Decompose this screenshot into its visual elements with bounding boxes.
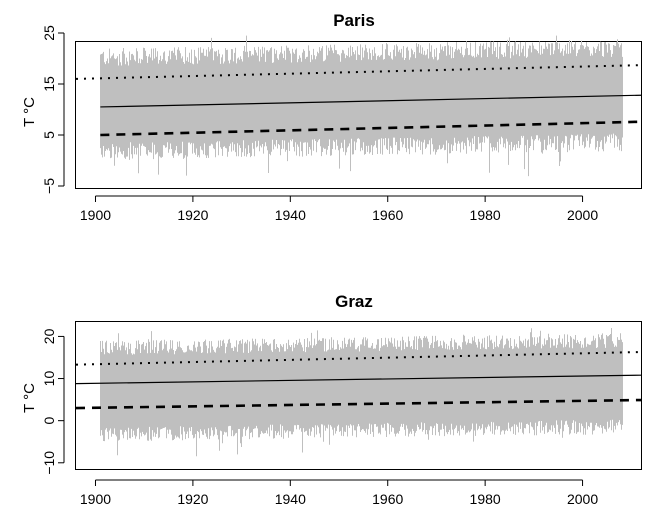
- mean-trend-line: [100, 94, 642, 108]
- x-tick-label: 1960: [372, 491, 403, 506]
- x-axis: 1900 1920 1940 1960 1980 2000: [80, 479, 598, 506]
- trend-lines: [75, 64, 642, 137]
- x-tick-label: 1940: [275, 207, 306, 223]
- x-tick-label: 1920: [177, 207, 208, 223]
- y-axis: −5 5 15 25: [41, 25, 65, 194]
- lower-quantile-line: [100, 120, 642, 137]
- paris-panel: Paris T °C −5 5 15 25 1900 1920 1940 1960 1980 2…: [21, 11, 642, 223]
- y-tick-label: 15: [41, 76, 57, 92]
- chart-title: Paris: [333, 11, 375, 30]
- y-axis-label: T °C: [21, 97, 38, 127]
- trend-lines: [75, 351, 642, 410]
- x-tick-label: 2000: [567, 207, 598, 223]
- y-axis: −10 0 10 20: [41, 328, 65, 475]
- y-tick-label: 0: [41, 417, 57, 425]
- y-tick-label: −10: [41, 451, 57, 475]
- daily-temperature-band: [100, 328, 623, 457]
- plot-frame: [75, 321, 642, 470]
- graz-panel: Graz T °C −10 0 10 20 1900 1920 1940 1960 1980 2…: [21, 292, 642, 506]
- x-tick-label: 1920: [177, 491, 208, 506]
- y-axis-label: T °C: [21, 383, 38, 413]
- chart-title: Graz: [335, 292, 373, 311]
- y-tick-label: 10: [41, 371, 57, 387]
- x-tick-label: 1900: [80, 491, 111, 506]
- y-tick-label: −5: [41, 178, 57, 194]
- x-tick-label: 2000: [567, 491, 598, 506]
- plot-frame: [75, 41, 642, 189]
- x-tick-label: 1900: [80, 207, 111, 223]
- lower-quantile-line: [75, 398, 642, 410]
- y-tick-label: 5: [41, 131, 57, 139]
- daily-temperature-band: [100, 35, 623, 177]
- temperature-band: [100, 328, 623, 457]
- temperature-band: [100, 35, 623, 177]
- x-tick-label: 1980: [470, 207, 501, 223]
- x-tick-label: 1960: [372, 207, 403, 223]
- y-tick-label: 25: [41, 25, 57, 41]
- y-tick-label: 20: [41, 328, 57, 344]
- x-tick-label: 1980: [470, 491, 501, 506]
- x-axis: 1900 1920 1940 1960 1980 2000: [80, 195, 598, 223]
- x-tick-label: 1940: [275, 491, 306, 506]
- mean-trend-line: [75, 374, 642, 385]
